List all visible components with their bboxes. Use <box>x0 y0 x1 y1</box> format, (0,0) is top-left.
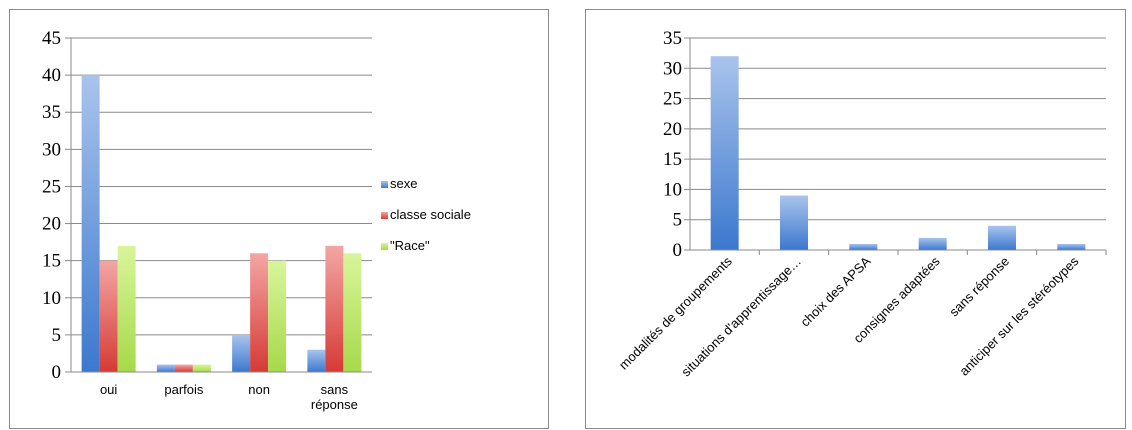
x-category-label: anticiper sur les stéréotypes <box>956 253 1081 378</box>
legend-swatch-race <box>381 243 388 250</box>
bar-chart-1: 0 5 10 15 20 25 30 35 40 45 oui parfois non sansrépon… <box>42 28 471 412</box>
bar-race-oui <box>117 245 136 372</box>
bar-consignes-adapt-es <box>918 237 947 250</box>
x-category-label: modalités de groupements <box>616 253 735 372</box>
chart-strategies: 0 5 10 15 20 25 30 35 modalités de groupements si… <box>585 9 1126 429</box>
legend-swatch-sexe <box>381 181 388 188</box>
x-category-label: oui <box>100 382 117 397</box>
bar-modalit-s-de-groupements <box>710 56 739 250</box>
bar-chart-2: 0 5 10 15 20 25 30 35 modalités de groupementssi… <box>616 28 1107 380</box>
bar-choix-des-apsa <box>849 243 878 250</box>
bar-race-sans-r-ponse <box>343 253 362 372</box>
y-tick-label: 35 <box>663 28 682 49</box>
chart-responses-by-category: 0 5 10 15 20 25 30 35 40 45 oui parfois non sans répon… <box>9 9 549 429</box>
bar-classe-sociale-sans-r-ponse <box>325 245 344 372</box>
y-tick-label: 45 <box>42 28 61 49</box>
bar-sexe-oui <box>81 75 100 372</box>
bar-classe-sociale-oui <box>99 260 118 372</box>
y-tick-label: 20 <box>663 119 682 140</box>
y-tick-label: 10 <box>42 288 61 309</box>
legend-label-sexe: sexe <box>390 176 417 191</box>
x-category-label: parfois <box>164 382 204 397</box>
bar-sexe-parfois <box>156 364 175 372</box>
bar-sexe-non <box>232 334 251 372</box>
x-category-label: choix des APSA <box>797 253 873 329</box>
legend-label-classe-sociale: classe sociale <box>390 207 471 222</box>
y-tick-label: 35 <box>42 102 61 123</box>
y-tick-label: 15 <box>663 149 682 170</box>
y-tick-label: 0 <box>673 240 683 261</box>
x-category-label: sans <box>321 382 349 397</box>
bar-race-parfois <box>192 364 211 372</box>
y-tick-label: 15 <box>42 251 61 272</box>
y-tick-label: 25 <box>42 176 61 197</box>
y-tick-label: 5 <box>673 210 683 231</box>
legend-label-race: "Race" <box>390 238 430 253</box>
x-category-label: sans réponse <box>946 254 1012 320</box>
bar-sexe-sans-r-ponse <box>307 349 326 372</box>
x-category-label: réponse <box>311 397 358 412</box>
x-category-label: non <box>248 382 270 397</box>
y-tick-label: 5 <box>52 325 62 346</box>
y-tick-label: 0 <box>52 362 62 383</box>
y-tick-label: 10 <box>663 179 682 200</box>
bar-classe-sociale-non <box>250 253 269 372</box>
bar-situations-d-apprentissage <box>780 195 808 250</box>
legend-swatch-classe-sociale <box>381 212 388 219</box>
y-tick-label: 30 <box>663 58 682 79</box>
bar-sans-r-ponse <box>988 225 1016 250</box>
bar-anticiper-sur-les-st-r-otypes <box>1057 243 1086 250</box>
x-category-label: situations d'apprentissage… <box>678 254 804 380</box>
y-tick-label: 40 <box>42 65 61 86</box>
y-tick-label: 25 <box>663 89 682 110</box>
y-tick-label: 30 <box>42 139 61 160</box>
bar-race-non <box>268 260 287 372</box>
y-tick-label: 20 <box>42 214 61 235</box>
bar-classe-sociale-parfois <box>174 364 193 372</box>
